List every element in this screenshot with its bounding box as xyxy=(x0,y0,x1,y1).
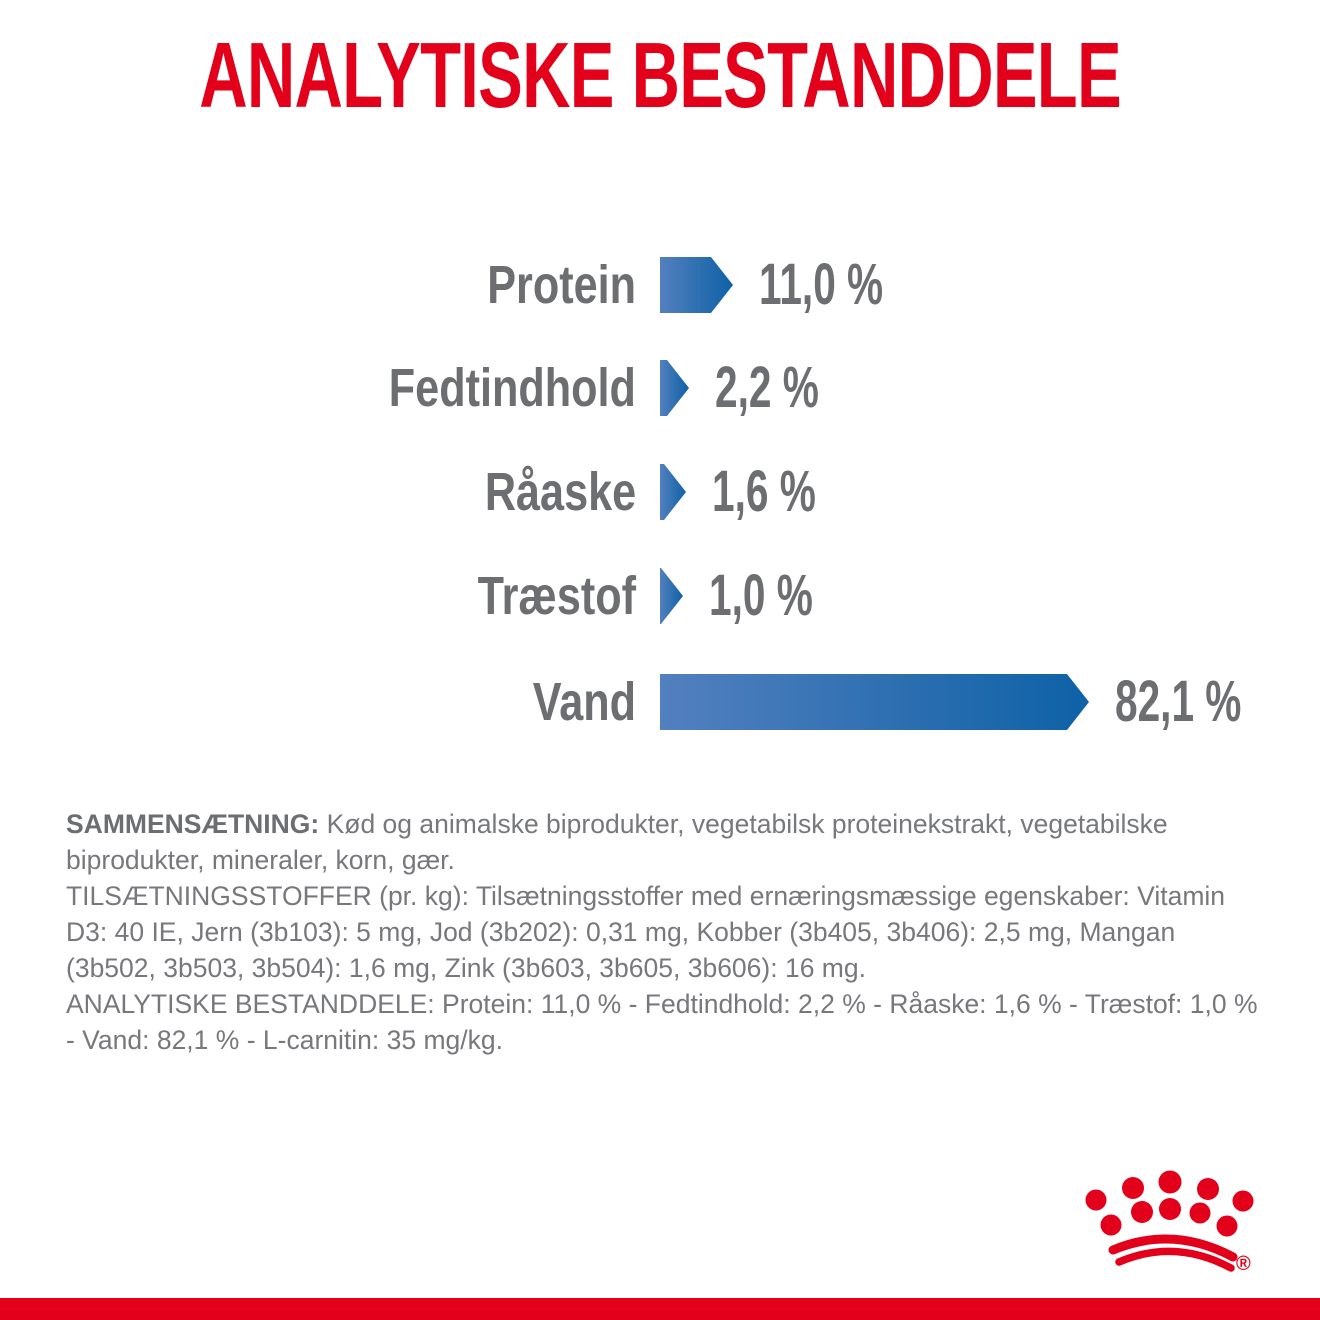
bar xyxy=(660,360,689,416)
bar-value-cell: 2,2 % xyxy=(715,359,863,417)
bar xyxy=(660,568,683,624)
bar-value-cell: 1,6 % xyxy=(712,463,860,521)
bar-label: Vand xyxy=(532,672,636,732)
bar xyxy=(660,464,686,520)
text-paragraph: TILSÆTNINGSSTOFFER (pr. kg): Tilsætnings… xyxy=(66,878,1262,986)
text-paragraph: ANALYTISKE BESTANDDELE: Protein: 11,0 % … xyxy=(66,986,1262,1058)
footer-red-band xyxy=(0,1298,1320,1320)
paragraph-lead: SAMMENSÆTNING: xyxy=(66,809,320,839)
page-title-text: ANALYTISKE BESTANDDELE xyxy=(199,23,1121,127)
bar-label: Protein xyxy=(487,255,636,315)
bar-label: Fedtindhold xyxy=(388,358,636,418)
bar-label-cell: Protein xyxy=(0,258,636,312)
page-title: ANALYTISKE BESTANDDELE xyxy=(0,23,1320,127)
bar xyxy=(660,674,1089,730)
royal-canin-crown-logo-icon: ® xyxy=(1085,1170,1254,1275)
bar xyxy=(660,257,733,313)
bar-label-cell: Træstof xyxy=(0,569,636,623)
paragraph-body: ANALYTISKE BESTANDDELE: Protein: 11,0 % … xyxy=(66,989,1258,1055)
bar-label-cell: Fedtindhold xyxy=(0,361,636,415)
bar-value-cell: 1,0 % xyxy=(709,567,857,625)
paragraph-body: Kød og animalske biprodukter, vegetabils… xyxy=(66,809,1168,875)
bar-value: 2,2 % xyxy=(715,355,819,420)
text-paragraph: SAMMENSÆTNING: Kød og animalske biproduk… xyxy=(66,806,1262,878)
bar-value: 1,0 % xyxy=(709,563,813,628)
chart-row: Fedtindhold 2,2 % xyxy=(0,358,1320,418)
chart-row: Træstof 1,0 % xyxy=(0,566,1320,626)
chart-row: Vand 82,1 % xyxy=(0,672,1320,732)
bar-value: 82,1 % xyxy=(1115,669,1242,734)
bar-label-cell: Råaske xyxy=(0,465,636,519)
bar-value-cell: 11,0 % xyxy=(759,256,936,314)
bar-label: Træstof xyxy=(477,566,636,626)
paragraph-body: TILSÆTNINGSSTOFFER (pr. kg): Tilsætnings… xyxy=(66,881,1226,983)
bar-label-cell: Vand xyxy=(0,675,636,729)
chart-row: Råaske 1,6 % xyxy=(0,462,1320,522)
chart-row: Protein 11,0 % xyxy=(0,255,1320,315)
bar-value-cell: 82,1 % xyxy=(1115,673,1296,731)
registered-trademark-symbol: ® xyxy=(1236,1253,1251,1275)
composition-text-block: SAMMENSÆTNING: Kød og animalske biproduk… xyxy=(66,806,1262,1058)
bar-value: 11,0 % xyxy=(759,252,884,317)
bar-label: Råaske xyxy=(484,462,636,522)
bar-value: 1,6 % xyxy=(712,459,816,524)
